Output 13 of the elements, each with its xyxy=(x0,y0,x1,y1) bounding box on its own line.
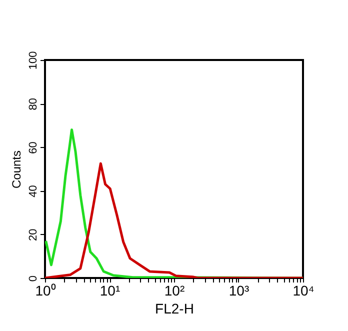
y-tick-label: 100 xyxy=(28,51,40,70)
x-tick-label: 10² xyxy=(164,282,185,298)
y-tick-label: 20 xyxy=(28,228,40,242)
y-axis-title: Counts xyxy=(10,150,24,189)
y-tick-label: 80 xyxy=(28,98,40,110)
y-tick-label: 0 xyxy=(28,275,40,282)
x-tick-label: 10⁴ xyxy=(292,282,314,298)
y-tick-label: 40 xyxy=(28,185,40,198)
x-tick-label: 10⁰ xyxy=(35,282,56,298)
x-tick-label: 10¹ xyxy=(100,282,120,298)
x-tick-label: 10³ xyxy=(228,282,250,298)
y-tick-label: 60 xyxy=(28,142,40,154)
x-axis-title: FL2-H xyxy=(155,300,194,316)
